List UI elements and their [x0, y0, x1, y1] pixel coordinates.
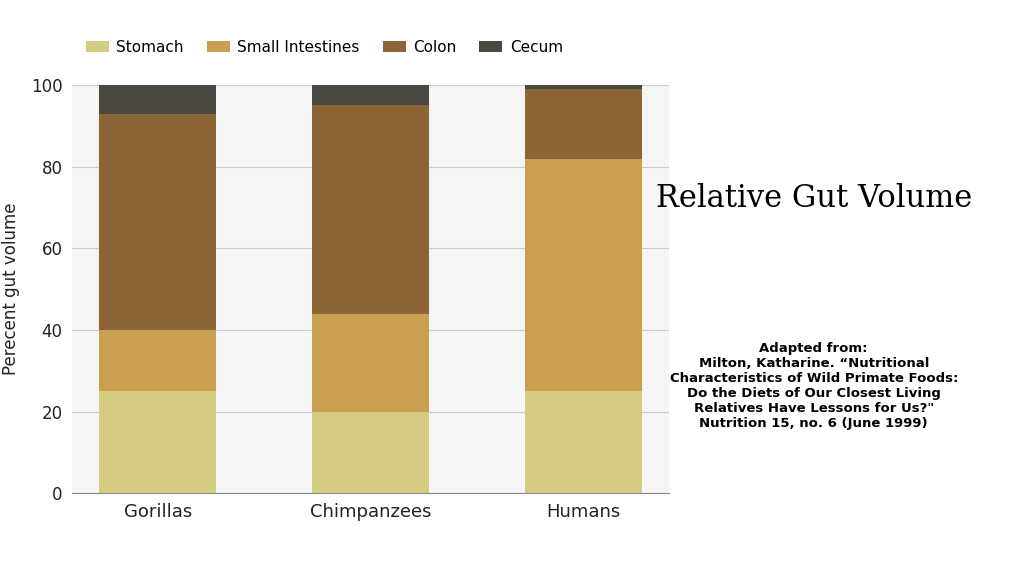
- Y-axis label: Perecent gut volume: Perecent gut volume: [2, 203, 20, 375]
- Text: Relative Gut Volume: Relative Gut Volume: [655, 183, 972, 214]
- Bar: [525, 89, 643, 159]
- Bar: [312, 105, 430, 314]
- Bar: [99, 391, 216, 493]
- Bar: [99, 85, 216, 113]
- Bar: [525, 159, 643, 391]
- Bar: [312, 412, 430, 493]
- Bar: [312, 85, 430, 105]
- Bar: [312, 314, 430, 412]
- Bar: [99, 330, 216, 391]
- Text: Adapted from:
Milton, Katharine. “Nutritional
Characteristics of Wild Primate Fo: Adapted from: Milton, Katharine. “Nutrit…: [670, 341, 958, 430]
- Bar: [525, 85, 643, 89]
- Legend: Stomach, Small Intestines, Colon, Cecum: Stomach, Small Intestines, Colon, Cecum: [79, 34, 570, 61]
- Bar: [99, 113, 216, 330]
- Bar: [525, 391, 643, 493]
